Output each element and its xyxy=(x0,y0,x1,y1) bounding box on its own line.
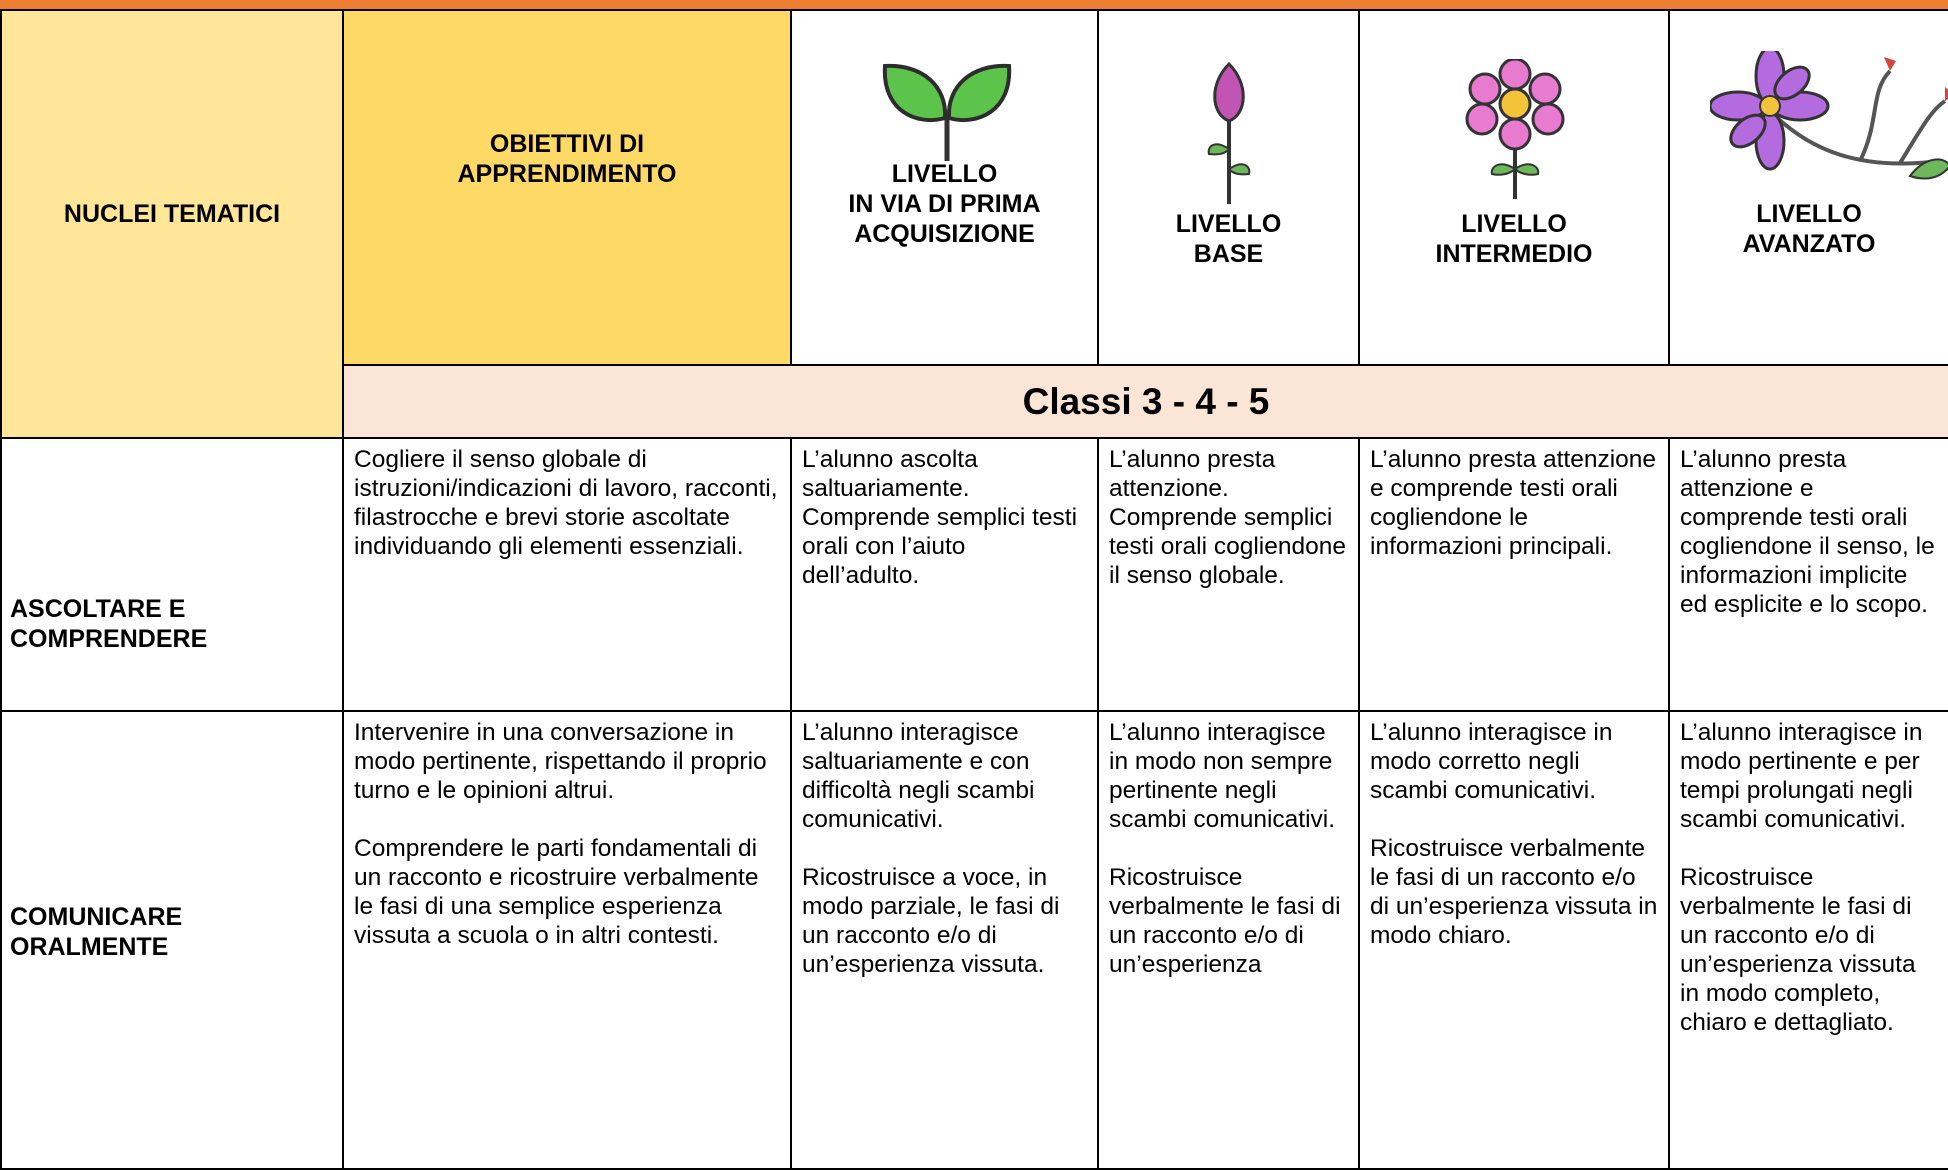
level-header-cell: LIVELLO IN VIA DI PRIMA ACQUISIZIONE xyxy=(790,9,1099,366)
flower-icon xyxy=(1465,59,1565,199)
cell-text: L’alunno presta attenzione. Comprende se… xyxy=(1109,446,1346,589)
cell-text: Cogliere il senso globale di istruzioni/… xyxy=(354,446,778,560)
cell-text: L’alunno presta attenzione e comprende t… xyxy=(1370,446,1657,560)
cell: L’alunno interagisce in modo corretto ne… xyxy=(1358,710,1670,1170)
nucleo-label: COMUNICARE ORALMENTE xyxy=(10,903,183,961)
cell-text: Ricostruisce verbalmente le fasi di un r… xyxy=(1370,835,1658,949)
cell: L’alunno presta attenzione e comprende t… xyxy=(1358,437,1670,712)
branch-icon xyxy=(1710,51,1948,180)
nucleo-cell: ASCOLTARE E COMPRENDERE xyxy=(0,437,344,712)
bud-icon xyxy=(1207,61,1251,204)
leaves-icon xyxy=(882,63,1012,161)
nucleo-label: ASCOLTARE E COMPRENDERE xyxy=(10,595,208,653)
level-header: LIVELLO INTERMEDIO xyxy=(1435,210,1593,268)
cell-text: L’alunno interagisce in modo corretto ne… xyxy=(1370,719,1613,804)
cell: L’alunno interagisce in modo pertinente … xyxy=(1668,710,1948,1170)
cell-text: L’alunno interagisce in modo non sempre … xyxy=(1109,719,1336,833)
nuclei-header: NUCLEI TEMATICI xyxy=(63,200,281,228)
nuclei-header-cell: NUCLEI TEMATICI xyxy=(0,9,344,439)
cell: L’alunno interagisce in modo non sempre … xyxy=(1097,710,1360,1170)
cell: L’alunno presta attenzione e comprende t… xyxy=(1668,437,1948,712)
level-header: LIVELLO BASE xyxy=(1175,210,1282,268)
cell-text: L’alunno interagisce in modo pertinente … xyxy=(1680,719,1923,833)
level-header: LIVELLO AVANZATO xyxy=(1742,200,1876,258)
cell: L’alunno presta attenzione. Comprende se… xyxy=(1097,437,1360,712)
level-header-cell: LIVELLO AVANZATO xyxy=(1668,9,1948,366)
classi-row: Classi 3 - 4 - 5 xyxy=(342,364,1948,439)
cell-text: L’alunno interagisce saltuariamente e co… xyxy=(802,719,1035,833)
level-header-cell: LIVELLO INTERMEDIO xyxy=(1358,9,1670,366)
cell: Intervenire in una conversazione in modo… xyxy=(342,710,792,1170)
obiettivi-header: OBIETTIVI DI APPRENDIMENTO xyxy=(457,130,677,188)
level-header-cell: LIVELLO BASE xyxy=(1097,9,1360,366)
cell: L’alunno ascolta saltuariamente. Compren… xyxy=(790,437,1099,712)
cell-text: Ricostruisce verbalmente le fasi di un r… xyxy=(1680,864,1916,1036)
cell-text: Ricostruisce verbalmente le fasi di un r… xyxy=(1109,864,1341,978)
cell: Cogliere il senso globale di istruzioni/… xyxy=(342,437,792,712)
obiettivi-header-cell: OBIETTIVI DI APPRENDIMENTO xyxy=(342,9,792,366)
cell-text: Ricostruisce a voce, in modo parziale, l… xyxy=(802,864,1060,978)
cell-text: L’alunno ascolta saltuariamente. Compren… xyxy=(802,446,1078,589)
classi-label: Classi 3 - 4 - 5 xyxy=(1022,380,1270,422)
nucleo-cell: COMUNICARE ORALMENTE xyxy=(0,710,344,1170)
cell-text: Comprendere le parti fondamentali di un … xyxy=(354,835,759,949)
level-header: LIVELLO IN VIA DI PRIMA ACQUISIZIONE xyxy=(848,160,1041,248)
cell: L’alunno interagisce saltuariamente e co… xyxy=(790,710,1099,1170)
cell-text: L’alunno presta attenzione e comprende t… xyxy=(1680,446,1935,618)
cell-text: Intervenire in una conversazione in modo… xyxy=(354,719,767,804)
